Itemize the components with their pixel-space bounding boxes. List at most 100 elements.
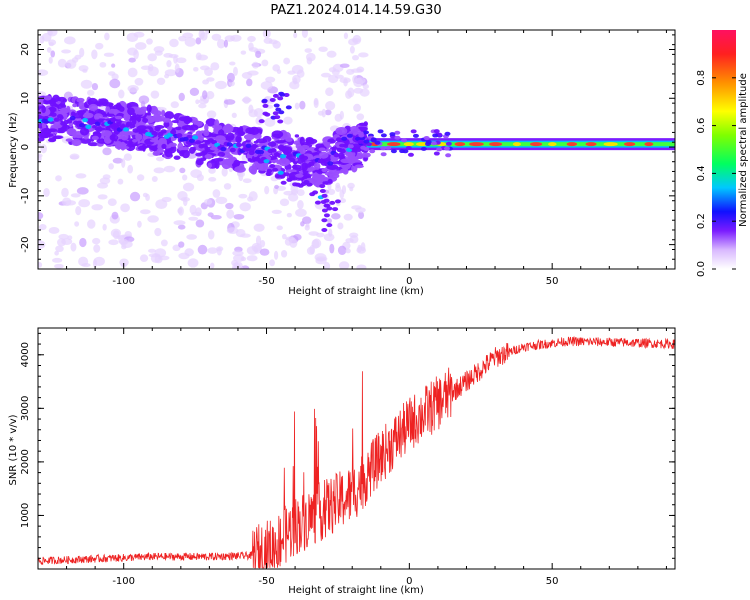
spectrogram-blob [93,256,105,266]
spectrogram-blob [297,200,304,210]
colorbar-tick-label: 0.8 [696,70,707,86]
spectrogram-blob [187,258,199,268]
spectrogram-blob [315,143,325,149]
spectrogram-blob [324,109,332,116]
spectrogram-blob [399,149,406,154]
spectrogram-blob [178,116,190,122]
spectrogram-blob [196,174,204,182]
spectrogram-blob [349,186,354,192]
spectrogram-blob [274,115,281,120]
spectrogram-blob [363,130,370,135]
spectrogram-blob [110,117,117,123]
spectrogram-blob [308,37,313,43]
spectrogram-blob [261,98,268,103]
spectrogram-blob [347,182,355,189]
spectrogram-blob [206,77,215,82]
spectrogram-blob [272,40,281,49]
spectrogram-blob [548,142,557,147]
spectrogram-blob [295,173,304,178]
spectrogram-blob [153,115,166,122]
spectrogram-blob [58,233,69,240]
spectrogram-blob [195,140,202,145]
spectrogram-blob [163,165,176,173]
spectrogram-blob [293,161,298,165]
spectrogram-blob [294,134,300,138]
spectrogram-blob [401,138,408,143]
x-tick-label: -50 [258,576,274,587]
spectrogram-blob [140,65,151,71]
spectrogram-blob [278,110,285,115]
spectrogram-blob [243,133,255,141]
spectrogram-blob [177,207,183,214]
spectrogram-blob [433,151,440,156]
spectrogram-blob [445,153,452,158]
spectrogram-blob [171,119,181,124]
spectrogram-blob [231,162,239,168]
spectrogram-blob [103,52,115,57]
spectrogram-blob [48,39,57,46]
spectrogram-blob [169,38,179,48]
spectrogram-blob [454,142,466,147]
spectrogram-blob [54,250,59,256]
spectrogram-blob [318,151,329,159]
spectrogram-blob [102,174,111,180]
spectrogram-blob [329,200,336,205]
spectrogram-blob [489,142,503,147]
spectrogram-blob [155,156,164,162]
spectrogram-blob [195,99,200,105]
colorbar-tick-label: 0.6 [696,118,707,134]
spectrogram-blob [210,62,220,71]
spectrogram-blob [266,168,273,173]
spectrogram-blob [38,262,43,268]
spectrogram-blob [182,182,195,192]
spectrogram-blob [334,170,344,174]
spectrogram-blob [319,184,326,189]
spectrogram-blob [246,78,253,87]
spectrogram-blob [349,232,359,238]
spectrogram-blob [80,79,93,89]
spectrogram-blob [327,178,333,184]
spectrogram-blob [327,161,334,166]
spectrogram-blob [139,254,149,262]
spectrogram-blob [151,176,158,183]
spectrogram-frame [37,29,676,270]
spectrogram-blob [155,199,168,210]
spectrogram-blob [306,246,315,255]
spectrogram-blob [329,243,335,254]
spectrogram-blob [262,103,269,108]
spectrogram-blob [255,50,262,59]
spectrogram-blob [313,162,321,170]
spectrogram-blob [127,84,139,93]
spectrogram-blob [142,117,149,123]
spectrogram-blob [207,247,218,254]
spectrogram-blob [289,157,296,163]
spectrogram-blob [163,121,170,129]
spectrogram-blob [41,32,52,42]
x-tick-label: -100 [112,576,135,587]
spectrogram-blob [512,142,521,147]
spectrogram-blob [85,124,92,129]
spectrogram-blob [285,161,291,165]
spectrogram-blob [247,35,256,43]
spectrogram-blob [189,124,199,131]
spectrogram-blob [342,143,349,148]
spectrogram-blob [192,146,197,152]
spectrogram-blob [198,30,205,40]
spectrogram-blob [343,213,353,221]
spectrogram-blob [325,87,334,97]
spectrogram-blob [78,123,85,128]
spectrogram-blob [235,135,242,144]
spectrogram-blob [312,238,322,249]
spectrogram-blob [264,117,276,127]
spectrogram-blob [182,174,188,181]
spectrogram-blob [188,138,195,143]
spectrogram-blob [289,176,296,181]
spectrogram-blob [220,146,227,152]
spectrogram-blob [299,100,306,110]
spectrogram-blob [343,78,348,87]
spectrogram-blob [147,53,157,62]
spectrogram-blob [201,143,208,148]
spectrogram-blob [140,100,146,108]
y-tick-label: 3000 [20,396,31,421]
